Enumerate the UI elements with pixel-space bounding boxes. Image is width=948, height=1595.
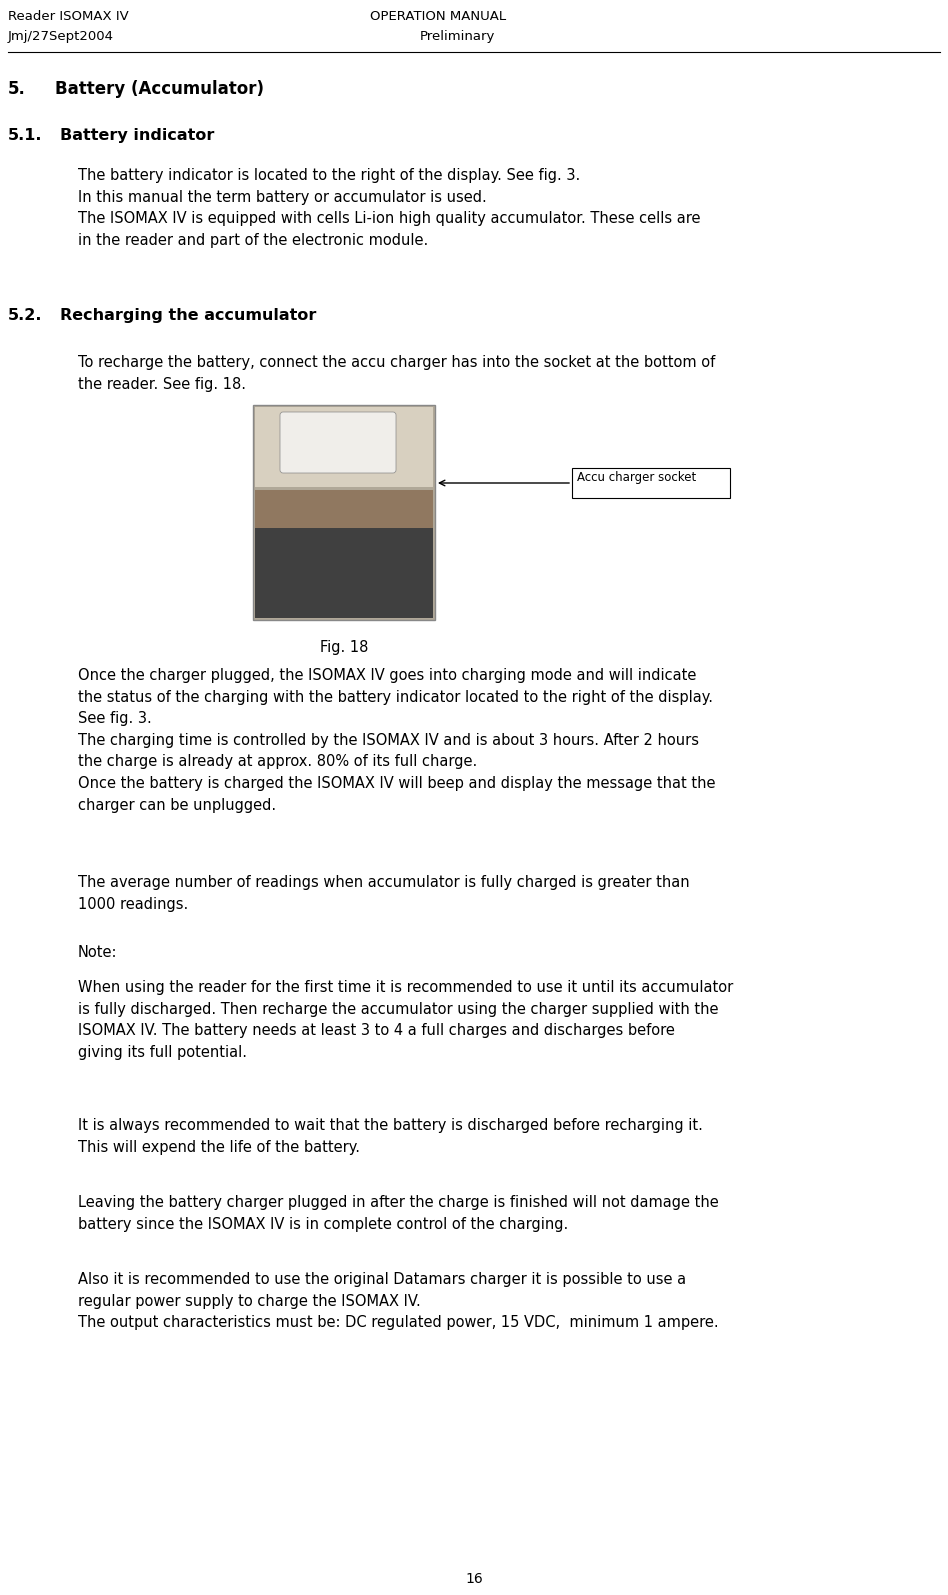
FancyBboxPatch shape	[255, 407, 433, 486]
Text: When using the reader for the first time it is recommended to use it until its a: When using the reader for the first time…	[78, 979, 733, 1059]
Text: The battery indicator is located to the right of the display. See fig. 3.
In thi: The battery indicator is located to the …	[78, 167, 701, 247]
Text: OPERATION MANUAL: OPERATION MANUAL	[370, 10, 506, 22]
Text: To recharge the battery, connect the accu charger has into the socket at the bot: To recharge the battery, connect the acc…	[78, 356, 715, 392]
Text: It is always recommended to wait that the battery is discharged before rechargin: It is always recommended to wait that th…	[78, 1118, 702, 1155]
Text: Fig. 18: Fig. 18	[319, 640, 368, 656]
Text: Leaving the battery charger plugged in after the charge is finished will not dam: Leaving the battery charger plugged in a…	[78, 1195, 719, 1231]
Text: The average number of readings when accumulator is fully charged is greater than: The average number of readings when accu…	[78, 876, 689, 912]
Text: Accu charger socket: Accu charger socket	[577, 471, 696, 483]
FancyBboxPatch shape	[253, 405, 435, 620]
FancyBboxPatch shape	[255, 525, 433, 617]
Text: 5.1.: 5.1.	[8, 128, 43, 144]
Text: Preliminary: Preliminary	[420, 30, 496, 43]
Text: Once the charger plugged, the ISOMAX IV goes into charging mode and will indicat: Once the charger plugged, the ISOMAX IV …	[78, 668, 716, 812]
FancyBboxPatch shape	[255, 490, 433, 528]
FancyBboxPatch shape	[572, 467, 730, 498]
Text: 5.2.: 5.2.	[8, 308, 43, 324]
Text: 5.: 5.	[8, 80, 26, 97]
Text: Note:: Note:	[78, 944, 118, 960]
Text: Also it is recommended to use the original Datamars charger it is possible to us: Also it is recommended to use the origin…	[78, 1271, 719, 1330]
Text: Jmj/27Sept2004: Jmj/27Sept2004	[8, 30, 114, 43]
Text: Reader ISOMAX IV: Reader ISOMAX IV	[8, 10, 129, 22]
Text: Battery indicator: Battery indicator	[60, 128, 214, 144]
Text: Battery (Accumulator): Battery (Accumulator)	[55, 80, 264, 97]
Text: Recharging the accumulator: Recharging the accumulator	[60, 308, 317, 324]
Text: 16: 16	[465, 1573, 483, 1585]
FancyBboxPatch shape	[280, 412, 396, 474]
